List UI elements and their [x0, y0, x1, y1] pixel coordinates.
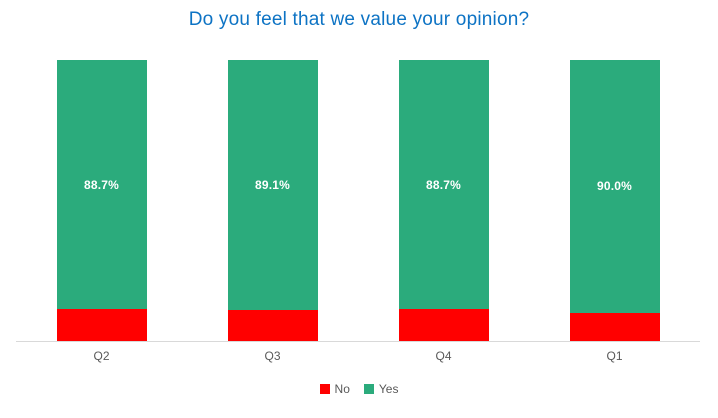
chart-title: Do you feel that we value your opinion?	[188, 9, 530, 30]
legend-swatch-yes-icon	[363, 384, 374, 394]
data-label-yes: 88.7%	[83, 177, 120, 192]
bar-segment-yes: 88.7%	[56, 60, 147, 310]
bar-segment-no	[227, 310, 318, 341]
bar-slot-q2: 88.7%	[16, 60, 187, 341]
x-axis: Q2 Q3 Q4 Q1	[16, 349, 700, 363]
data-label-yes: 90.0%	[596, 179, 633, 194]
bar-slot-q3: 89.1%	[187, 60, 358, 341]
legend-label-yes: Yes	[378, 382, 399, 396]
bar-segment-yes: 88.7%	[398, 60, 489, 310]
bar-segment-yes: 89.1%	[227, 60, 318, 311]
bar-q3: 89.1%	[227, 60, 318, 341]
x-axis-label-q3: Q3	[264, 349, 281, 363]
bar-slot-q4: 88.7%	[358, 60, 529, 341]
bar-q2: 88.7%	[56, 60, 147, 341]
bar-segment-no	[398, 309, 489, 341]
x-axis-label-q4: Q4	[435, 349, 452, 363]
x-axis-label-q2: Q2	[93, 349, 110, 363]
legend: No Yes	[0, 382, 718, 396]
legend-swatch-no-icon	[319, 384, 330, 394]
data-label-yes: 89.1%	[254, 178, 291, 193]
data-label-yes: 88.7%	[425, 177, 462, 192]
bar-q1: 90.0%	[569, 60, 660, 341]
bar-segment-no	[569, 312, 660, 341]
legend-label-no: No	[334, 382, 350, 396]
bar-slot-q1: 90.0%	[529, 60, 700, 341]
bar-segment-yes: 90.0%	[569, 60, 660, 313]
plot-area: 88.7% 89.1% 88.7% 90.0%	[16, 60, 700, 342]
legend-item-yes: Yes	[363, 382, 399, 396]
x-axis-label-q1: Q1	[606, 349, 623, 363]
bar-segment-no	[56, 309, 147, 341]
legend-item-no: No	[319, 382, 350, 396]
bar-q4: 88.7%	[398, 60, 489, 341]
